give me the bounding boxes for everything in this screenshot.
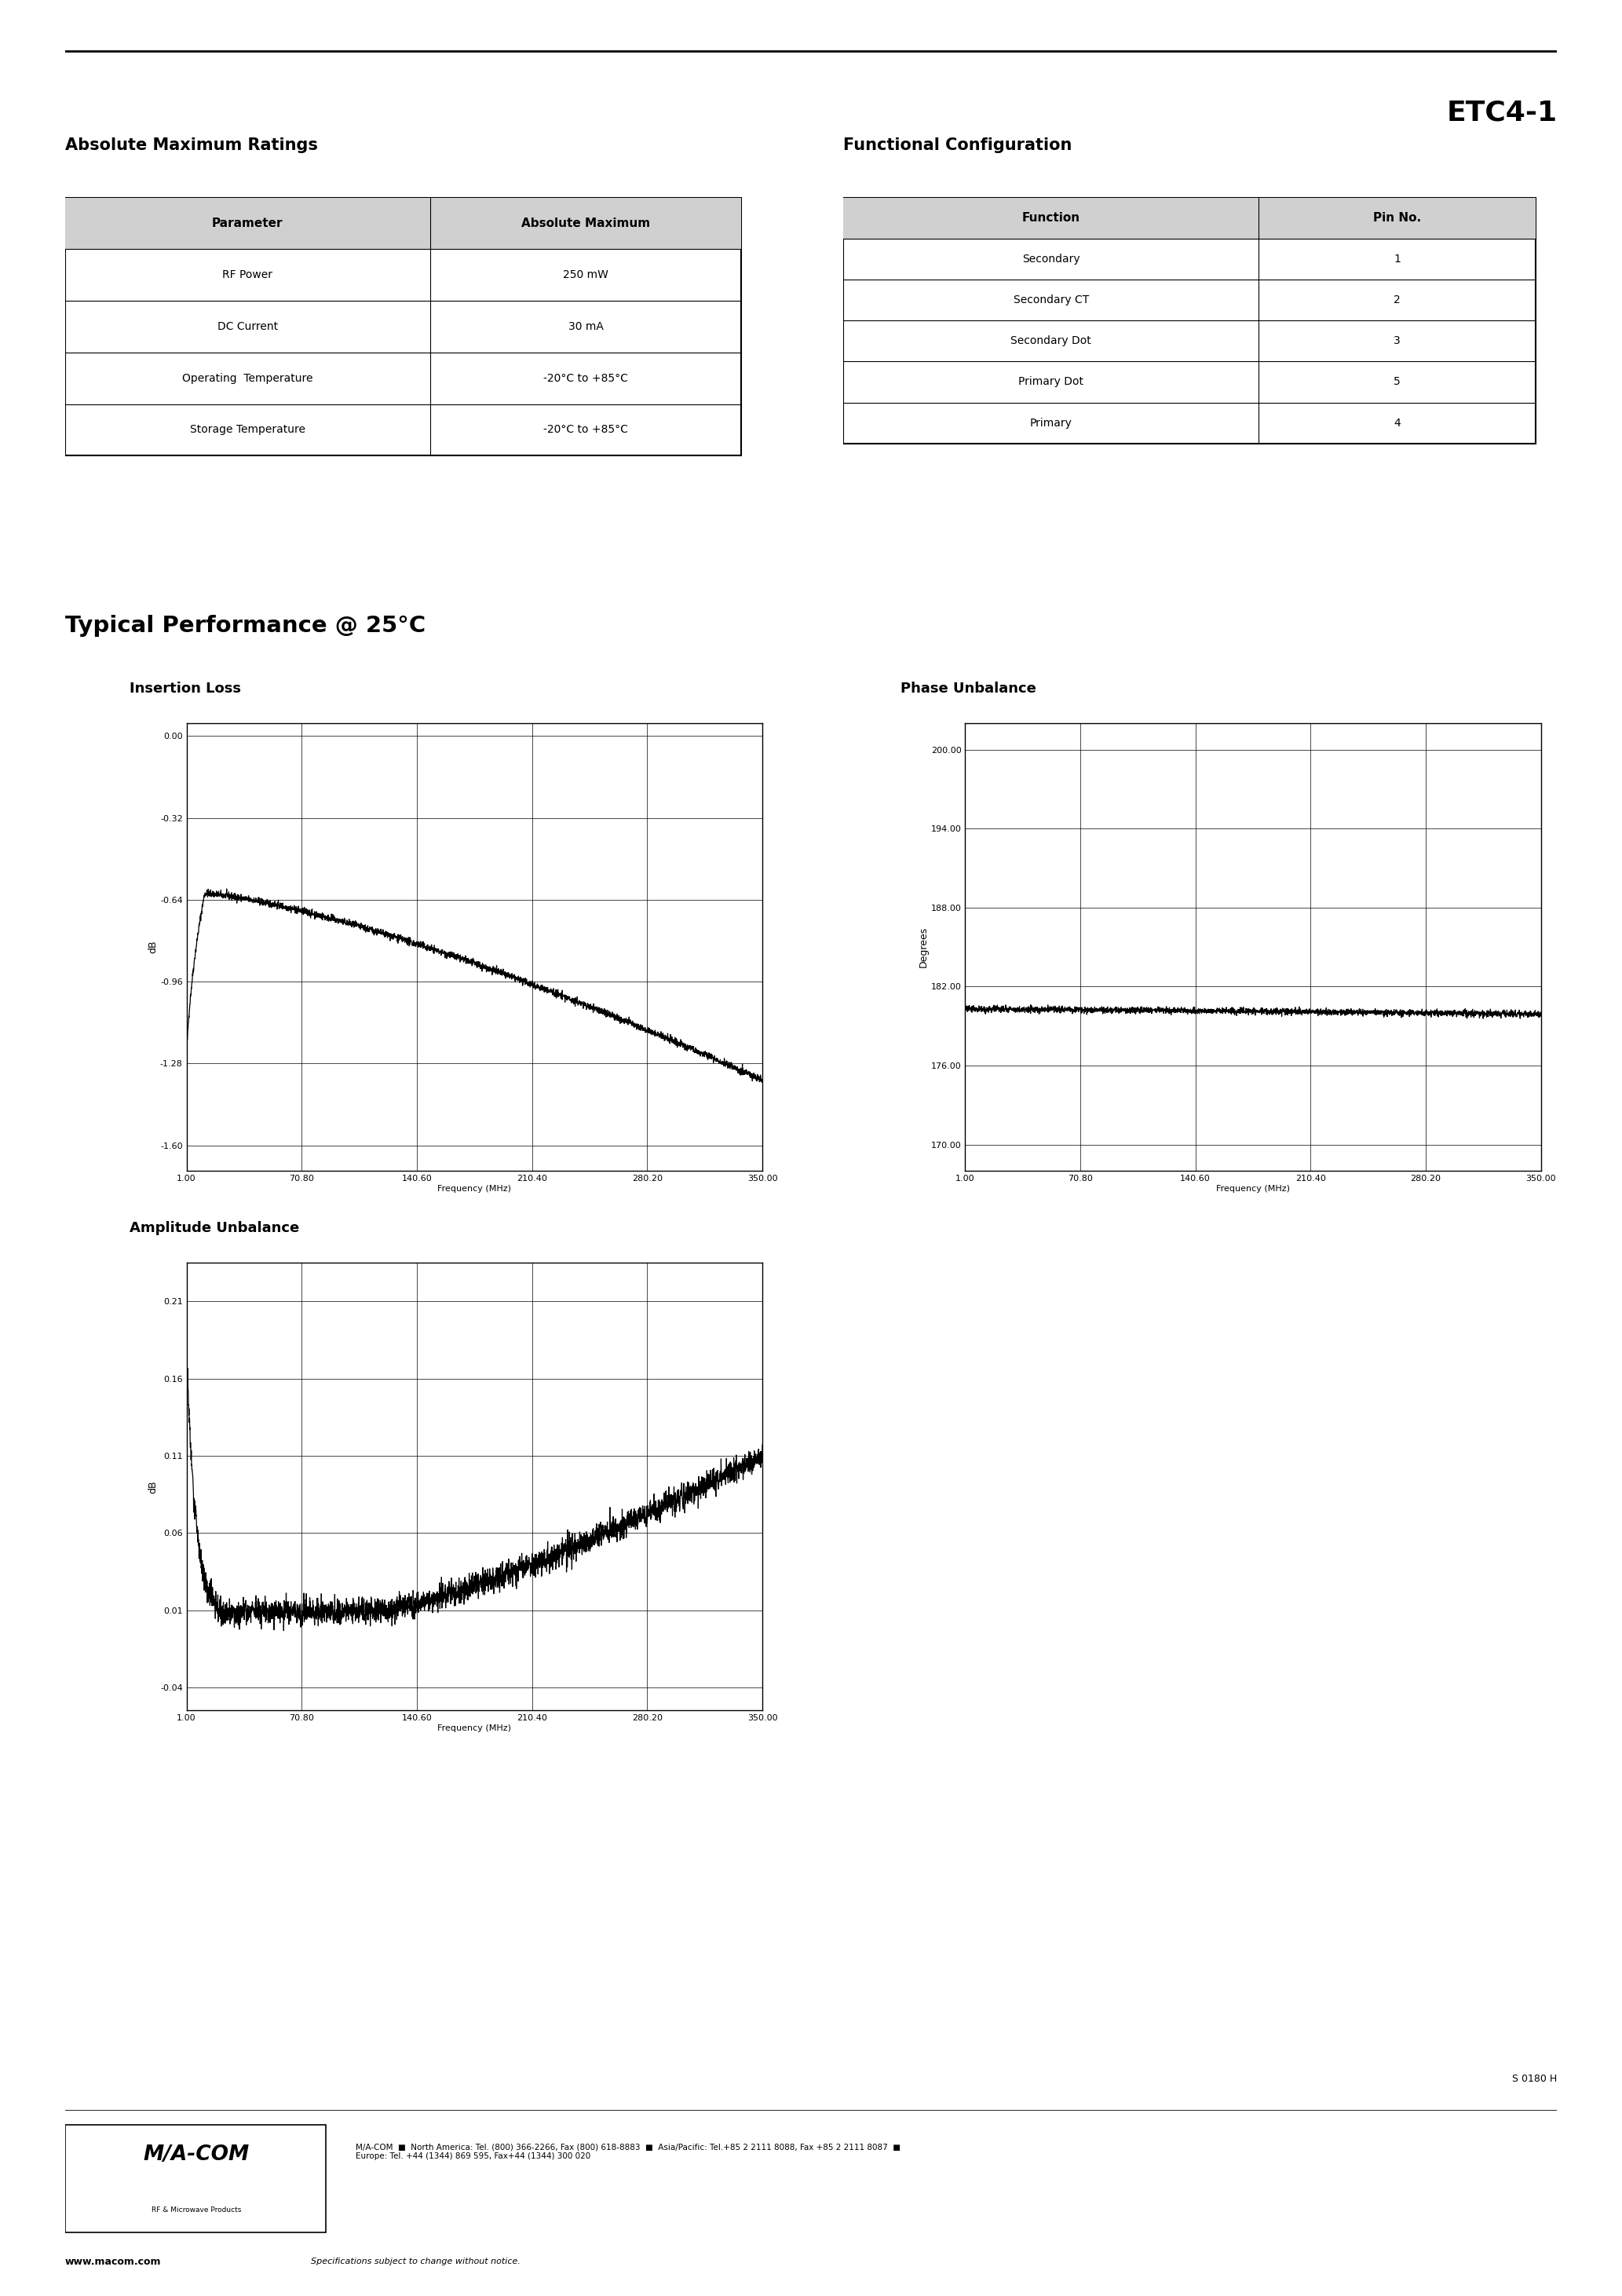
Text: Amplitude Unbalance: Amplitude Unbalance [130,1221,300,1235]
Text: Secondary Dot: Secondary Dot [1011,335,1092,347]
Text: S 0180 H: S 0180 H [1512,2073,1557,2085]
Text: Parameter: Parameter [212,218,284,230]
Text: Function: Function [1022,211,1080,225]
Text: -20°C to +85°C: -20°C to +85°C [543,425,628,436]
Text: M/A-COM: M/A-COM [143,2144,250,2165]
Text: Pin No.: Pin No. [1374,211,1421,225]
Text: www.macom.com: www.macom.com [65,2257,161,2266]
Bar [843,197,1536,239]
Text: Functional Configuration: Functional Configuration [843,138,1072,154]
Text: Secondary CT: Secondary CT [1014,294,1088,305]
Text: Primary Dot: Primary Dot [1019,377,1083,388]
Text: 250 mW: 250 mW [563,269,608,280]
Text: Absolute Maximum: Absolute Maximum [521,218,650,230]
Text: 3: 3 [1393,335,1401,347]
Bar [65,197,741,455]
X-axis label: Frequency (MHz): Frequency (MHz) [438,1185,511,1192]
X-axis label: Frequency (MHz): Frequency (MHz) [1216,1185,1289,1192]
Text: 30 mA: 30 mA [568,321,603,333]
Text: Secondary: Secondary [1022,253,1080,264]
Text: 2: 2 [1393,294,1401,305]
Text: 1: 1 [1393,253,1401,264]
Text: RF & Microwave Products: RF & Microwave Products [151,2206,242,2213]
Text: DC Current: DC Current [217,321,277,333]
Y-axis label: dB: dB [148,1481,157,1492]
Text: Specifications subject to change without notice.: Specifications subject to change without… [311,2257,521,2266]
Text: M/A-COM  ■  North America: Tel. (800) 366-2266, Fax (800) 618-8883  ■  Asia/Paci: M/A-COM ■ North America: Tel. (800) 366-… [355,2144,900,2161]
Text: 4: 4 [1393,418,1401,429]
Text: ETC4-1: ETC4-1 [1447,99,1557,126]
Y-axis label: Degrees: Degrees [918,928,928,967]
Text: 5: 5 [1393,377,1401,388]
Text: -20°C to +85°C: -20°C to +85°C [543,372,628,383]
Text: Absolute Maximum Ratings: Absolute Maximum Ratings [65,138,318,154]
Text: Insertion Loss: Insertion Loss [130,682,242,696]
X-axis label: Frequency (MHz): Frequency (MHz) [438,1724,511,1731]
Text: RF Power: RF Power [222,269,272,280]
Bar [843,197,1536,443]
Text: Operating  Temperature: Operating Temperature [182,372,313,383]
Text: Storage Temperature: Storage Temperature [190,425,305,436]
Text: Typical Performance @ 25°C: Typical Performance @ 25°C [65,615,425,636]
Bar [65,2126,326,2232]
Text: Phase Unbalance: Phase Unbalance [900,682,1036,696]
Text: Primary: Primary [1030,418,1072,429]
Y-axis label: dB: dB [148,941,157,953]
Bar [65,197,741,250]
